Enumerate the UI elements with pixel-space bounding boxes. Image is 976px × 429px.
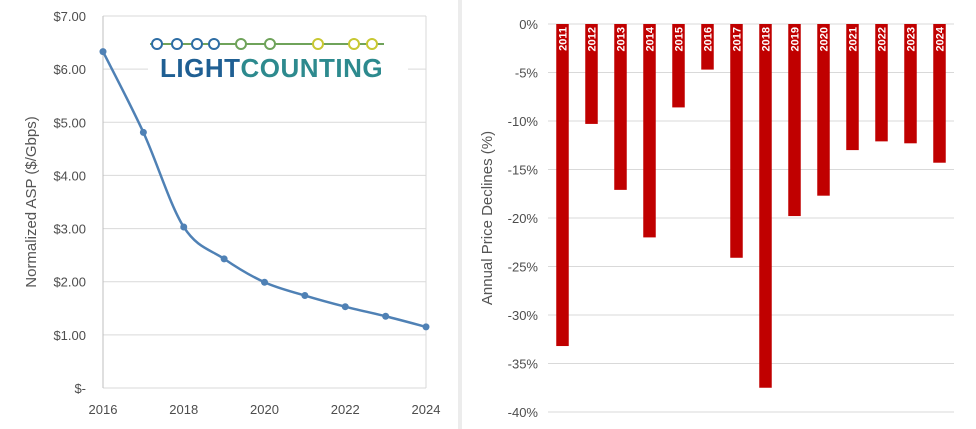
bar (904, 24, 917, 144)
bar-category-label: 2019 (790, 27, 802, 51)
y-tick-label: -40% (508, 405, 539, 420)
y-tick-label: -5% (515, 66, 539, 81)
bar (817, 24, 830, 196)
bar-category-label: 2013 (616, 27, 628, 51)
logo-wordmark: LIGHTCOUNTING (160, 53, 383, 83)
line-chart-y-axis-title: Normalized ASP ($/Gbps) (23, 116, 40, 287)
y-tick-label: -30% (508, 308, 539, 323)
data-point (99, 48, 107, 56)
logo-background (148, 28, 408, 82)
bar-category-label: 2017 (732, 27, 744, 51)
bar (672, 24, 685, 108)
x-tick-label: 2018 (169, 402, 198, 417)
line-chart-x-ticks: 2016 2018 2020 2022 2024 (89, 402, 441, 417)
y-tick-label: 0% (519, 17, 538, 32)
bar (614, 24, 627, 190)
x-tick-label: 2016 (89, 402, 118, 417)
asp-series-line (101, 51, 427, 329)
data-point (261, 278, 268, 286)
bar (585, 24, 598, 124)
bar (730, 24, 743, 258)
panel-divider (458, 0, 462, 429)
y-tick-label: $4.00 (53, 168, 86, 183)
bar-category-label: 2012 (587, 27, 599, 51)
y-tick-label: -10% (508, 114, 539, 129)
bar (701, 24, 714, 70)
logo-dot (348, 38, 360, 50)
bar (788, 24, 801, 217)
bar (875, 24, 888, 142)
logo-dot (208, 38, 220, 50)
bar-category-label: 2021 (848, 27, 860, 51)
lightcounting-logo: LIGHTCOUNTING (148, 28, 408, 83)
bar-category-label: 2024 (935, 26, 947, 51)
data-point (139, 128, 147, 136)
logo-dot (151, 38, 163, 50)
price-decline-bar-chart-panel: 0% -5% -10% -15% -20% -25% -30% -35% -40% 2011 20… (462, 0, 976, 429)
logo-dot (235, 38, 247, 50)
data-point (341, 303, 349, 311)
logo-dot (312, 38, 324, 50)
bar-category-label: 2023 (906, 27, 918, 51)
y-tick-label: -15% (508, 163, 539, 178)
y-tick-label: $- (74, 381, 86, 396)
bar (933, 24, 946, 163)
bar-category-label: 2018 (761, 27, 773, 51)
y-tick-label: $3.00 (53, 222, 86, 237)
logo-text-counting: COUNTING (241, 53, 384, 83)
line-chart-plot (99, 48, 430, 331)
y-tick-label: $7.00 (53, 9, 86, 24)
logo-dot (264, 38, 276, 50)
y-tick-label: $2.00 (53, 275, 86, 290)
line-chart-y-ticks: $- $1.00 $2.00 $3.00 $4.00 $5.00 $6.00 $7.00 (53, 9, 86, 396)
y-tick-label: -35% (508, 357, 539, 372)
bar-chart-gridlines (548, 23, 954, 413)
asp-line-chart: $- $1.00 $2.00 $3.00 $4.00 $5.00 $6.00 $7.00 20… (23, 9, 441, 417)
bar (846, 24, 859, 151)
logo-dots (151, 38, 378, 50)
price-decline-bar-chart: 0%-5%-10%-15%-20%-25%-30%-35%-40% 2011 20… (479, 17, 954, 420)
logo-dot (171, 38, 183, 50)
x-tick-label: 2020 (250, 402, 279, 417)
bar-chart-y-ticks: 0% -5% -10% -15% -20% -25% -30% -35% -40% (508, 17, 539, 420)
x-tick-label: 2024 (412, 402, 441, 417)
x-tick-label: 2022 (331, 402, 360, 417)
bar-category-label: 2022 (877, 27, 889, 51)
bar (556, 24, 569, 347)
bar (643, 24, 656, 238)
asp-line-chart-panel: $- $1.00 $2.00 $3.00 $4.00 $5.00 $6.00 $7.00 20… (0, 0, 458, 429)
bar (759, 24, 772, 388)
bar-chart-y-axis-title: Annual Price Declines (%) (479, 131, 496, 305)
bar-category-label: 2016 (703, 27, 715, 51)
y-tick-label: -25% (508, 260, 539, 275)
logo-dot (366, 38, 378, 50)
y-tick-label: $6.00 (53, 62, 86, 77)
bar-chart-bars: 2011 2012 2013 2014 2015 2016 2017 2018 2019 2020… (556, 24, 947, 388)
y-tick-label: $1.00 (53, 328, 86, 343)
y-tick-label: -20% (508, 211, 539, 226)
data-point (301, 292, 309, 300)
bar-category-label: 2011 (558, 27, 570, 51)
data-point (220, 255, 228, 263)
data-point (180, 223, 188, 231)
bar-category-label: 2014 (645, 26, 657, 51)
y-tick-label: $5.00 (53, 115, 86, 130)
logo-dot (191, 38, 203, 50)
bar-category-label: 2020 (819, 27, 831, 51)
bar-category-label: 2015 (674, 27, 686, 51)
data-point (422, 323, 430, 331)
data-point (382, 312, 390, 320)
logo-text-light: LIGHT (160, 53, 241, 83)
